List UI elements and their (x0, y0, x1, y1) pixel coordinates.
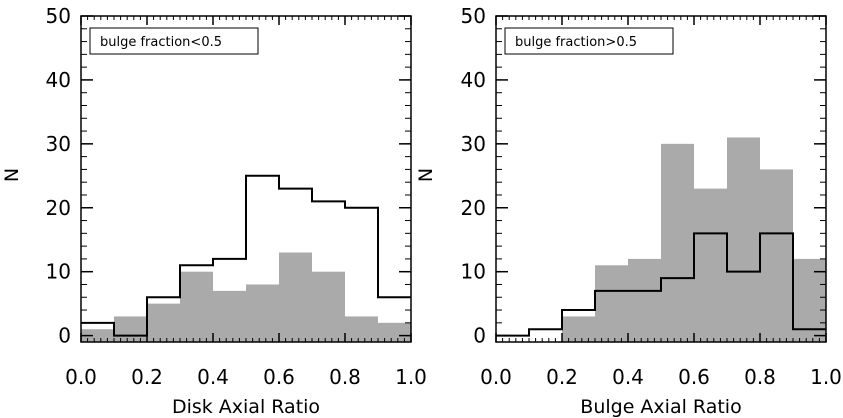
legend-text: bulge fraction<0.5 (100, 35, 222, 50)
x-tick-label: 0.4 (612, 365, 644, 389)
y-tick-label: 20 (46, 196, 71, 220)
y-axis-label: N (415, 168, 437, 182)
histogram-bar (312, 271, 345, 342)
histogram-bar (213, 290, 246, 342)
x-tick-label: 1.0 (810, 365, 842, 389)
x-tick-label: 0.0 (65, 365, 97, 389)
y-tick-label: 50 (46, 4, 71, 28)
x-tick-label: 0.2 (546, 365, 578, 389)
step-histogram-line (81, 174, 411, 337)
y-axis-label: N (1, 168, 23, 182)
y-tick-label: 40 (46, 68, 71, 92)
histogram-bar (114, 316, 147, 342)
y-tick-label: 10 (461, 260, 486, 284)
histogram-bar (180, 271, 213, 342)
chart-panel-2: 0.0 0.2 0.4 0.6 0.8 1.0 0 10 20 30 40 50 Bulge Axial… (415, 4, 842, 418)
histogram-bar (345, 316, 378, 342)
legend-text: bulge fraction>0.5 (515, 35, 637, 50)
histogram-bar (661, 143, 694, 342)
x-tick-label: 0.2 (131, 365, 163, 389)
histogram-bar (562, 316, 595, 342)
histogram-bar (793, 258, 826, 342)
histogram-bar (727, 137, 760, 342)
y-tick-label: 30 (46, 132, 71, 156)
chart-panel-1: 0.0 0.2 0.4 0.6 0.8 1.0 0 10 20 30 40 50 Disk Axial … (1, 4, 427, 418)
y-tick-label: 20 (461, 196, 486, 220)
histogram-bar (246, 284, 279, 342)
x-axis-label: Disk Axial Ratio (172, 396, 320, 418)
histogram-bar (628, 258, 661, 342)
histogram-bar (81, 329, 114, 342)
histogram-bar (279, 252, 312, 342)
y-tick-label: 10 (46, 260, 71, 284)
histogram-bar (378, 322, 411, 342)
histogram-bar (595, 265, 628, 342)
x-tick-label: 0.6 (678, 365, 710, 389)
x-tick-label: 0.6 (263, 365, 295, 389)
y-tick-label: 50 (461, 4, 486, 28)
y-tick-label: 0 (473, 324, 486, 348)
y-tick-label: 30 (461, 132, 486, 156)
x-tick-label: 0.0 (480, 365, 512, 389)
x-tick-label: 0.8 (744, 365, 776, 389)
x-tick-label: 0.8 (329, 365, 361, 389)
histogram-bar (147, 303, 180, 342)
x-tick-label: 1.0 (395, 365, 427, 389)
legend-box (89, 27, 259, 55)
x-axis-label: Bulge Axial Ratio (580, 396, 741, 418)
histogram-bar (694, 188, 727, 342)
step-histogram-line (496, 232, 826, 337)
legend-box (504, 27, 674, 55)
x-tick-label: 0.4 (197, 365, 229, 389)
y-tick-label: 0 (58, 324, 71, 348)
y-tick-label: 40 (461, 68, 486, 92)
histogram-bar (760, 169, 793, 342)
